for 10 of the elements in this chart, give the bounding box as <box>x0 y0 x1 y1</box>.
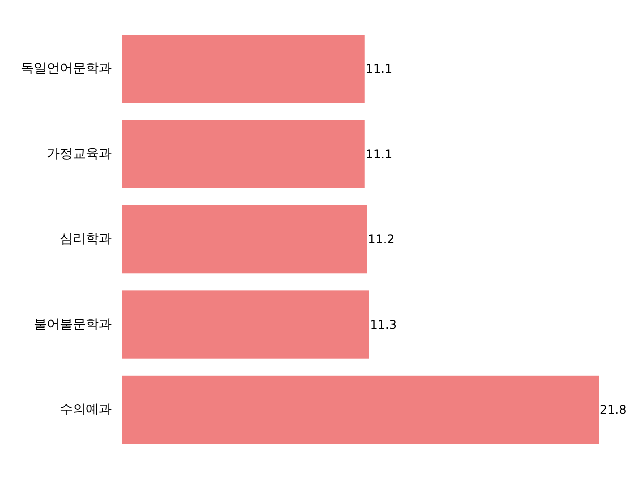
data-label: 21.8 <box>600 402 627 417</box>
data-label: 11.1 <box>366 62 393 76</box>
y-tick-label: 독일언어문학과 <box>21 62 112 77</box>
y-tick-label: 수의예과 <box>60 402 112 418</box>
data-label: 11.2 <box>368 232 395 247</box>
y-tick-label: 가정교육과 <box>47 146 112 162</box>
y-tick-label: 불어불문학과 <box>34 317 112 332</box>
y-tick-label: 심리학과 <box>60 232 112 248</box>
data-label: 11.1 <box>366 147 393 162</box>
data-label: 11.3 <box>370 318 397 332</box>
